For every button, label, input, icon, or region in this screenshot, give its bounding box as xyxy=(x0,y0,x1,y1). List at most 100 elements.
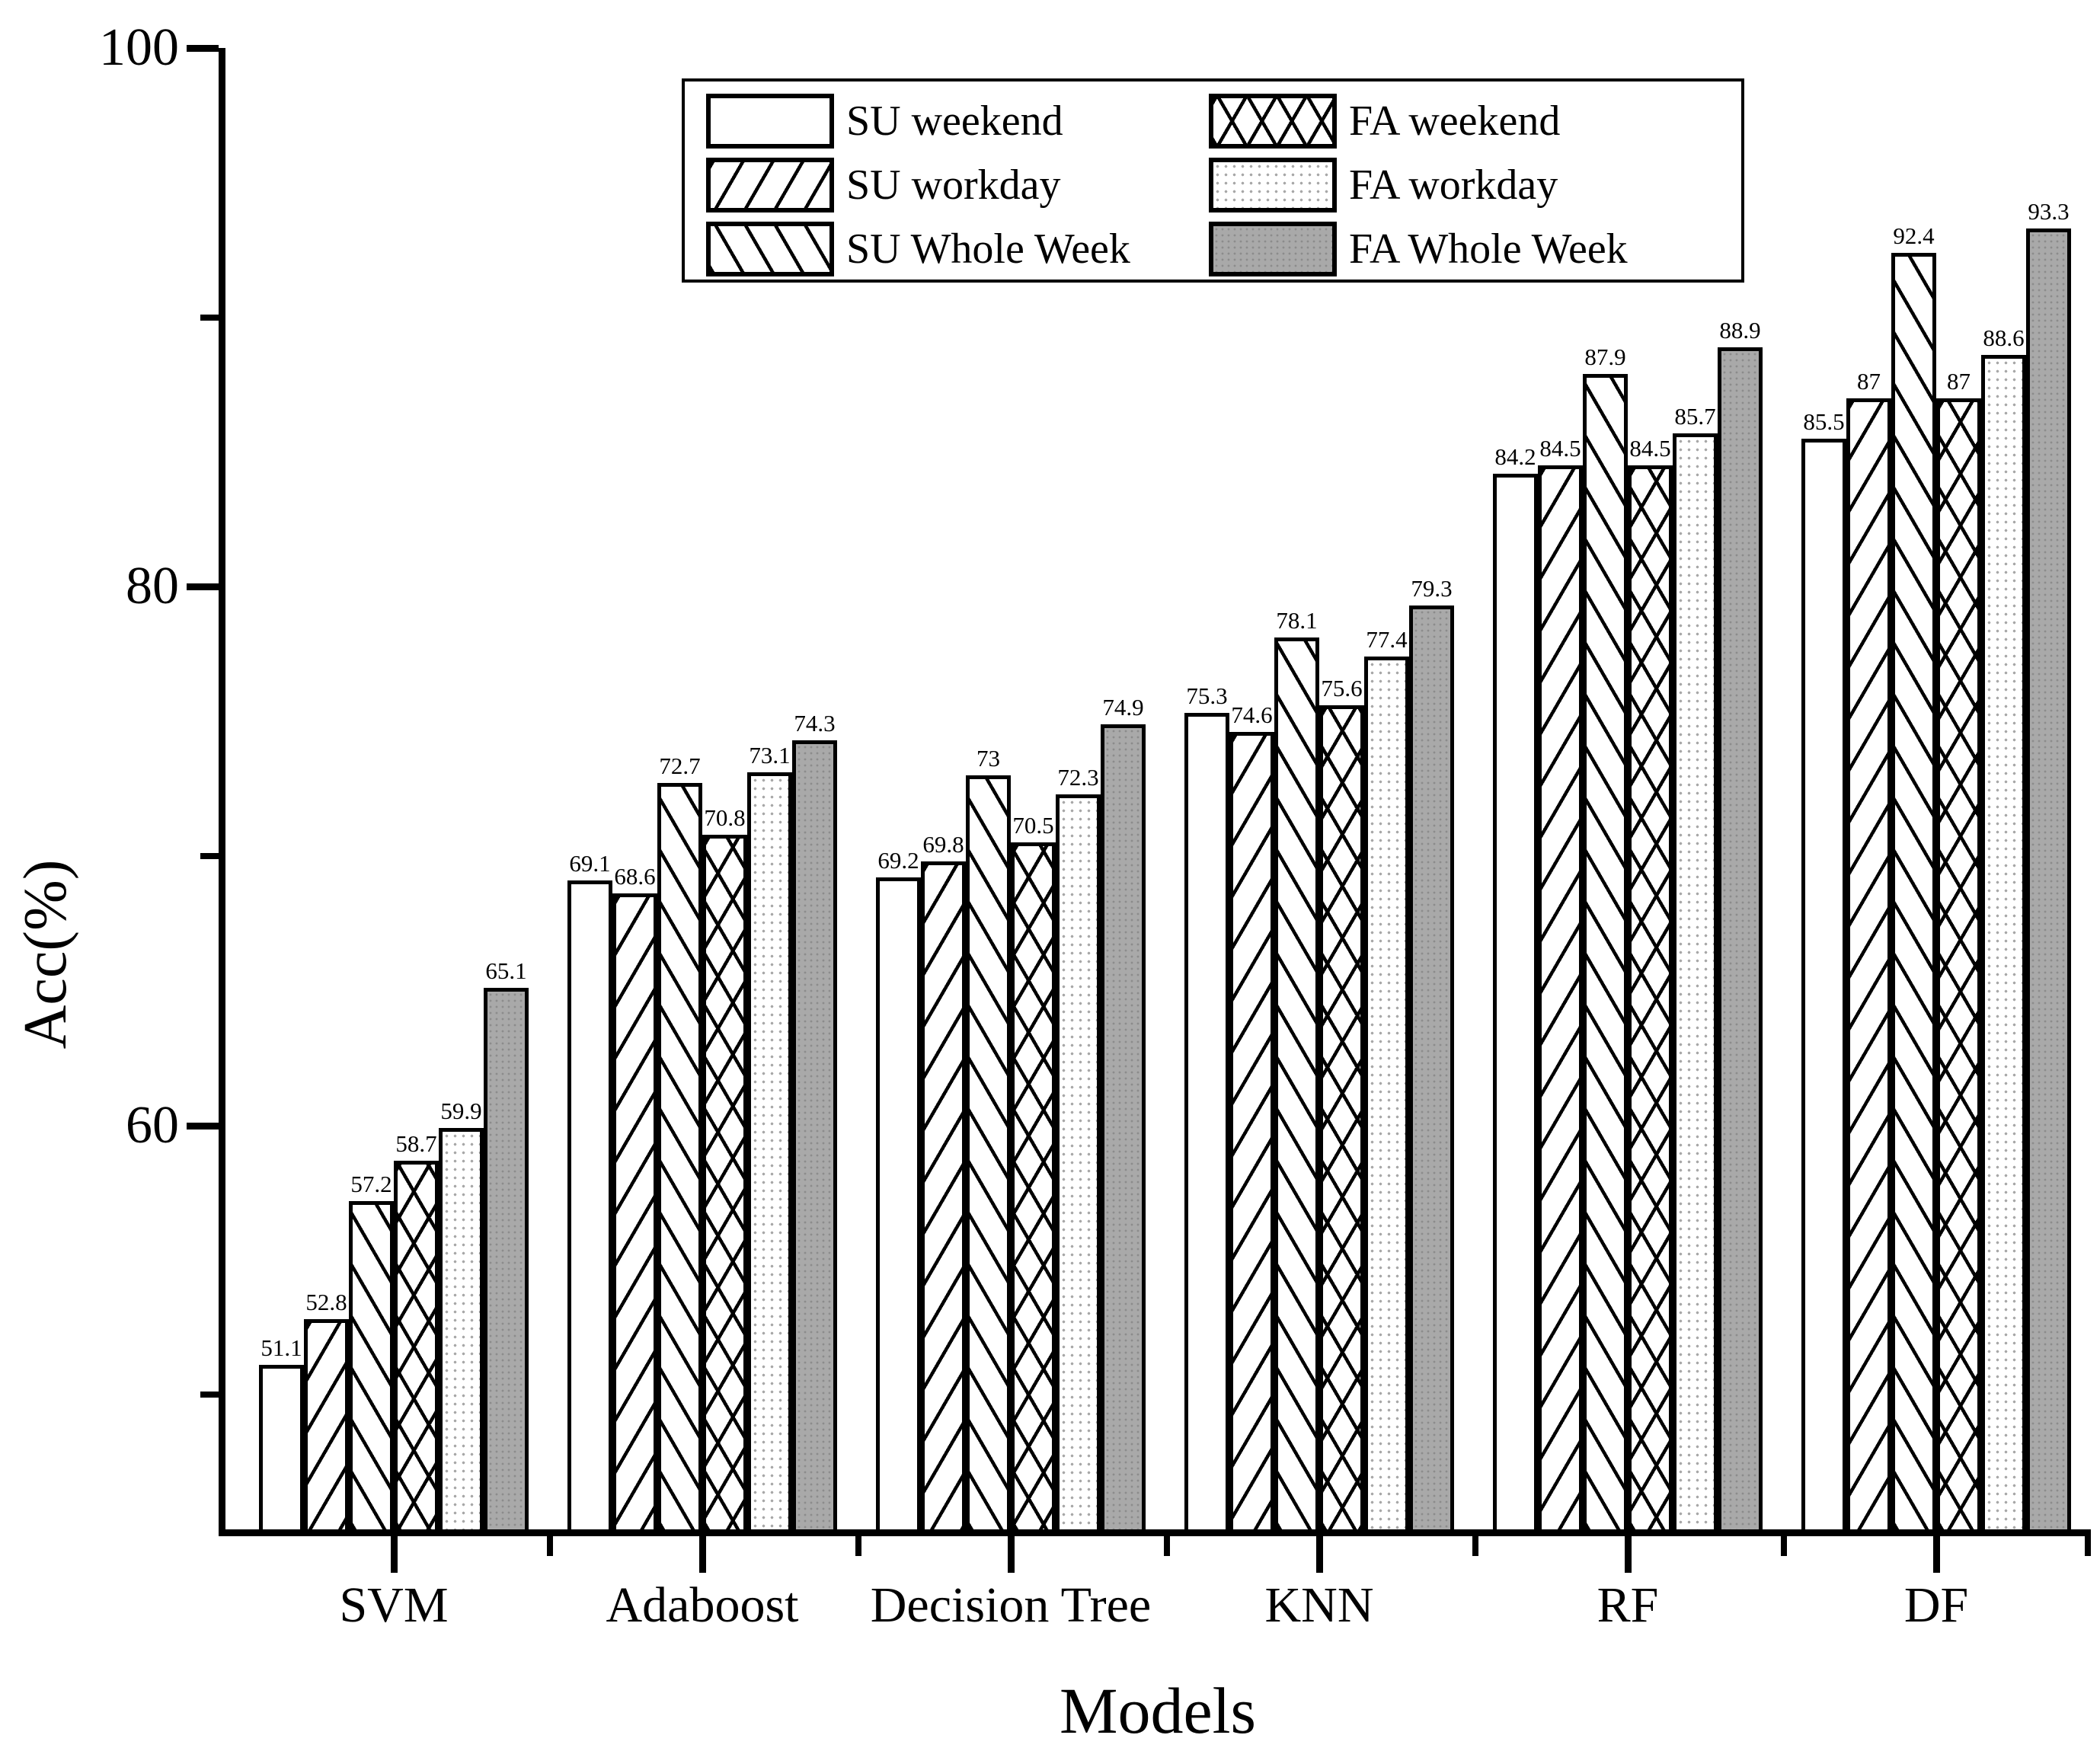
x-category-label: Decision Tree xyxy=(870,1577,1152,1633)
legend-swatch-fa-workday xyxy=(1209,158,1337,212)
bar-su-whole-week-svm xyxy=(349,1200,394,1533)
bar-fa-whole-week-df xyxy=(2026,228,2071,1533)
bar-value-label: 85.5 xyxy=(1803,407,1845,435)
x-minor-tick xyxy=(2085,1536,2091,1556)
x-category-label: RF xyxy=(1597,1577,1659,1633)
y-tick-label: 100 xyxy=(99,18,179,77)
bar-su-workday-rf xyxy=(1538,465,1583,1533)
x-minor-tick xyxy=(1164,1536,1170,1556)
bar-value-label: 73.1 xyxy=(749,742,791,769)
bar-su-whole-week-knn xyxy=(1274,637,1319,1533)
x-category-label: DF xyxy=(1903,1577,1969,1633)
bar-value-label: 65.1 xyxy=(485,957,527,985)
x-minor-tick xyxy=(547,1536,553,1556)
bar-value-label: 84.5 xyxy=(1629,435,1671,462)
bar-su-weekend-rf xyxy=(1493,473,1538,1533)
x-major-tick xyxy=(1008,1536,1015,1573)
bar-value-label: 68.6 xyxy=(614,863,656,890)
bar-value-label: 73 xyxy=(976,744,1000,772)
bar-su-whole-week-rf xyxy=(1583,373,1628,1533)
legend-label: SU weekend xyxy=(846,97,1063,145)
bar-value-label: 59.9 xyxy=(440,1098,482,1125)
bar-fa-workday-adaboost xyxy=(747,772,792,1533)
x-major-tick xyxy=(699,1536,706,1573)
y-major-tick xyxy=(187,45,219,52)
bar-su-workday-decision-tree xyxy=(921,861,966,1533)
legend-label: FA Whole Week xyxy=(1349,225,1628,273)
legend-label: FA workday xyxy=(1349,161,1558,209)
bar-value-label: 88.6 xyxy=(1983,324,2025,352)
bar-fa-weekend-knn xyxy=(1319,705,1364,1533)
bar-fa-weekend-df xyxy=(1936,398,1981,1533)
x-minor-tick xyxy=(1472,1536,1478,1556)
bar-value-label: 74.9 xyxy=(1102,693,1144,721)
bar-su-weekend-svm xyxy=(259,1365,304,1533)
bar-value-label: 52.8 xyxy=(305,1289,347,1316)
bar-value-label: 84.2 xyxy=(1494,443,1536,470)
x-axis-title: Models xyxy=(1060,1674,1256,1747)
bar-su-whole-week-df xyxy=(1891,252,1936,1533)
bar-fa-workday-decision-tree xyxy=(1056,794,1101,1533)
x-major-tick xyxy=(391,1536,398,1573)
bar-value-label: 70.8 xyxy=(704,804,746,831)
bar-su-whole-week-adaboost xyxy=(657,783,702,1533)
legend-swatch-su-weekend xyxy=(706,94,834,149)
y-minor-tick xyxy=(200,1392,219,1398)
bar-su-workday-df xyxy=(1846,398,1891,1533)
x-axis xyxy=(219,1529,2091,1536)
bar-fa-weekend-rf xyxy=(1628,465,1673,1533)
bar-fa-weekend-decision-tree xyxy=(1011,842,1056,1533)
bar-value-label: 93.3 xyxy=(2028,197,2070,225)
bar-su-weekend-df xyxy=(1801,438,1846,1533)
bar-fa-whole-week-adaboost xyxy=(792,740,837,1533)
bar-su-workday-adaboost xyxy=(612,893,657,1533)
bar-su-workday-svm xyxy=(304,1319,349,1533)
legend-box: SU weekend SU workday SU Whole Week FA week… xyxy=(682,78,1744,283)
x-category-label: KNN xyxy=(1264,1577,1374,1633)
x-minor-tick xyxy=(855,1536,861,1556)
bar-fa-workday-df xyxy=(1981,355,2026,1533)
y-minor-tick xyxy=(200,852,219,859)
legend-swatch-fa-whole-week xyxy=(1209,222,1337,276)
bar-fa-weekend-adaboost xyxy=(702,834,747,1533)
bar-value-label: 74.6 xyxy=(1231,701,1273,729)
bar-value-label: 72.3 xyxy=(1057,763,1099,791)
y-minor-tick xyxy=(200,314,219,321)
bar-su-weekend-adaboost xyxy=(567,880,612,1533)
y-axis-title: Acc(%) xyxy=(12,859,79,1050)
bar-value-label: 92.4 xyxy=(1893,222,1935,249)
bar-value-label: 72.7 xyxy=(659,752,701,780)
bar-fa-workday-knn xyxy=(1364,657,1409,1533)
y-tick-label: 80 xyxy=(126,557,179,616)
bar-value-label: 88.9 xyxy=(1719,316,1761,343)
bar-value-label: 87.9 xyxy=(1584,343,1626,370)
bar-value-label: 87 xyxy=(1947,367,1971,395)
x-category-label: SVM xyxy=(339,1577,449,1633)
bar-value-label: 75.3 xyxy=(1186,682,1228,710)
bar-value-label: 85.7 xyxy=(1674,402,1716,430)
bar-fa-whole-week-rf xyxy=(1718,347,1763,1533)
x-minor-tick xyxy=(1781,1536,1787,1556)
bar-su-workday-knn xyxy=(1229,732,1274,1533)
y-major-tick xyxy=(187,583,219,591)
bar-value-label: 57.2 xyxy=(350,1170,392,1197)
bar-value-label: 77.4 xyxy=(1366,626,1408,653)
x-major-tick xyxy=(1933,1536,1940,1573)
legend-label: FA weekend xyxy=(1349,97,1561,145)
bar-value-label: 78.1 xyxy=(1276,607,1318,634)
bar-value-label: 74.3 xyxy=(794,709,836,737)
bar-value-label: 79.3 xyxy=(1411,575,1453,602)
y-major-tick xyxy=(187,1122,219,1130)
x-category-label: Adaboost xyxy=(606,1577,799,1633)
bar-value-label: 70.5 xyxy=(1012,812,1054,839)
bar-fa-whole-week-knn xyxy=(1409,606,1454,1533)
bar-su-weekend-knn xyxy=(1184,713,1229,1533)
bar-value-label: 84.5 xyxy=(1539,435,1581,462)
bar-value-label: 69.2 xyxy=(877,847,919,874)
bar-fa-whole-week-svm xyxy=(484,988,529,1533)
bar-value-label: 51.1 xyxy=(261,1334,302,1362)
legend-swatch-su-workday xyxy=(706,158,834,212)
bar-su-weekend-decision-tree xyxy=(876,877,921,1533)
